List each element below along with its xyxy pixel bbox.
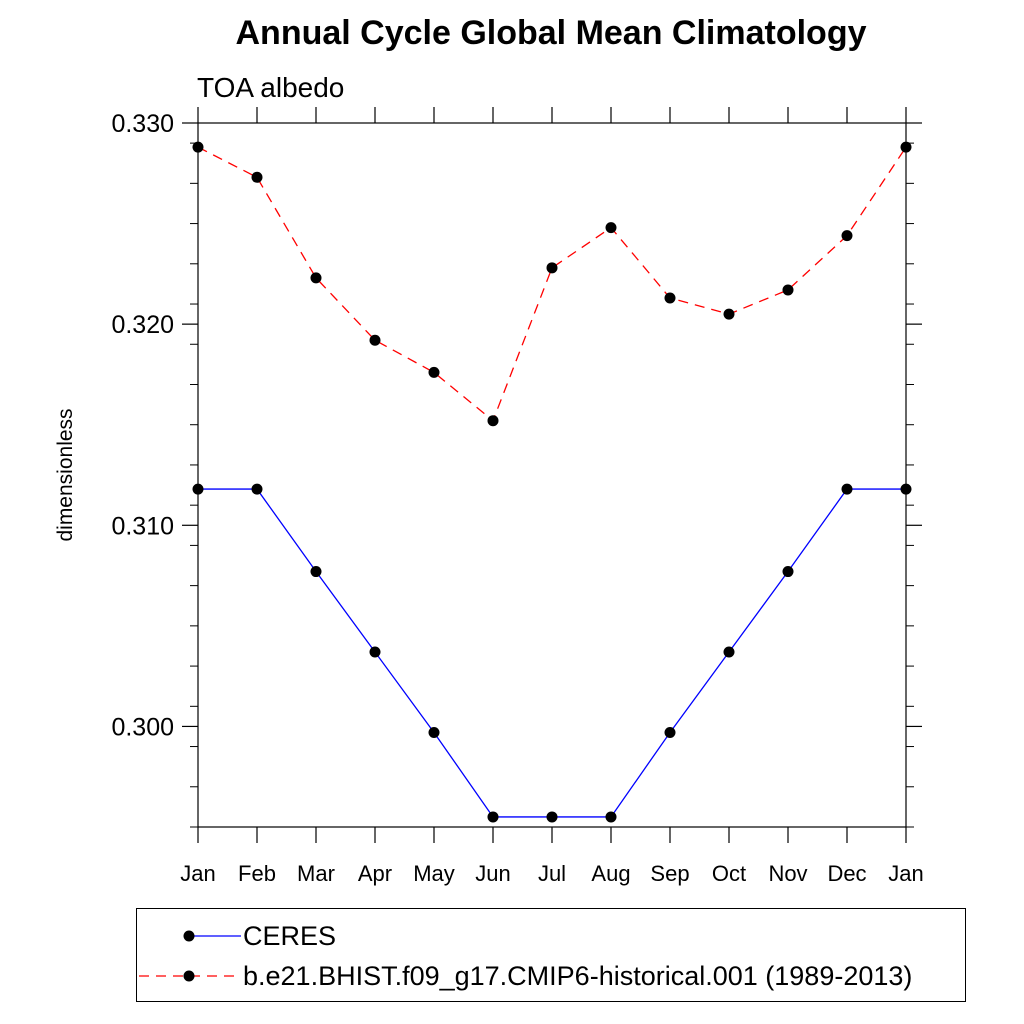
x-tick-label: Aug — [591, 861, 630, 886]
plot-frame — [197, 122, 907, 828]
legend-label-ceres: CERES — [243, 921, 337, 951]
series-1-point — [664, 292, 676, 304]
series-0-point — [841, 483, 853, 495]
series-line-0 — [198, 488, 906, 818]
x-tick-label: Jan — [888, 861, 923, 886]
legend-label-model: b.e21.BHIST.f09_g17.CMIP6-historical.001… — [243, 961, 913, 991]
x-axis: Jan Feb Mar Apr May Jun Jul Aug Sep Oct Nov Dec Jan — [180, 107, 924, 886]
x-tick-label: Nov — [768, 861, 807, 886]
series-1-point — [900, 141, 912, 153]
y-tick-label: 0.300 — [111, 713, 174, 741]
series-0-point — [782, 566, 794, 578]
x-tick-label: Mar — [297, 861, 335, 886]
x-tick-label: Oct — [712, 861, 746, 886]
series-1-point — [782, 284, 794, 296]
series-1-point — [310, 272, 322, 284]
x-tick-label: Jun — [475, 861, 510, 886]
y-axis: 0.300 0.310 0.320 0.330 — [111, 110, 922, 828]
series-0-point — [251, 483, 263, 495]
legend-swatch-model — [139, 970, 241, 982]
x-tick-label: Jul — [538, 861, 566, 886]
y-tick-label: 0.330 — [111, 110, 174, 138]
x-tick-label: Jan — [180, 861, 215, 886]
series-0-point — [546, 811, 558, 823]
series-0-point — [428, 726, 440, 738]
series-0-point — [664, 726, 676, 738]
chart-title: Annual Cycle Global Mean Climatology — [235, 14, 867, 52]
series-0-point — [369, 646, 381, 658]
series-1-point — [487, 415, 499, 427]
x-tick-label: Dec — [827, 861, 866, 886]
x-tick-label: May — [413, 861, 455, 886]
series-1-point — [251, 171, 263, 183]
series-1-point — [841, 230, 853, 242]
x-tick-label: Apr — [358, 861, 392, 886]
series-0-point — [605, 811, 617, 823]
series-1-point — [605, 222, 617, 234]
series-0-point — [900, 483, 912, 495]
series-0-point — [723, 646, 735, 658]
chart-subtitle: TOA albedo — [197, 72, 345, 103]
series-layer — [192, 141, 912, 823]
x-tick-label: Sep — [650, 861, 689, 886]
y-axis-label: dimensionless — [54, 408, 77, 541]
x-tick-label: Feb — [238, 861, 276, 886]
y-tick-label: 0.310 — [111, 512, 174, 540]
series-1-point — [546, 262, 558, 274]
series-1-point — [428, 366, 440, 378]
legend-item-model: b.e21.BHIST.f09_g17.CMIP6-historical.001… — [137, 959, 965, 995]
legend-swatch-ceres — [183, 930, 241, 942]
y-tick-label: 0.320 — [111, 311, 174, 339]
series-1-point — [369, 334, 381, 346]
series-1-point — [192, 141, 204, 153]
legend: CERES b.e21.BHIST.f09_g17.CMIP6-historic… — [136, 908, 966, 1002]
legend-item-ceres: CERES — [137, 919, 965, 955]
series-0-point — [310, 566, 322, 578]
series-0-point — [192, 483, 204, 495]
series-line-1 — [197, 146, 907, 422]
series-1-point — [723, 308, 735, 320]
series-0-point — [487, 811, 499, 823]
